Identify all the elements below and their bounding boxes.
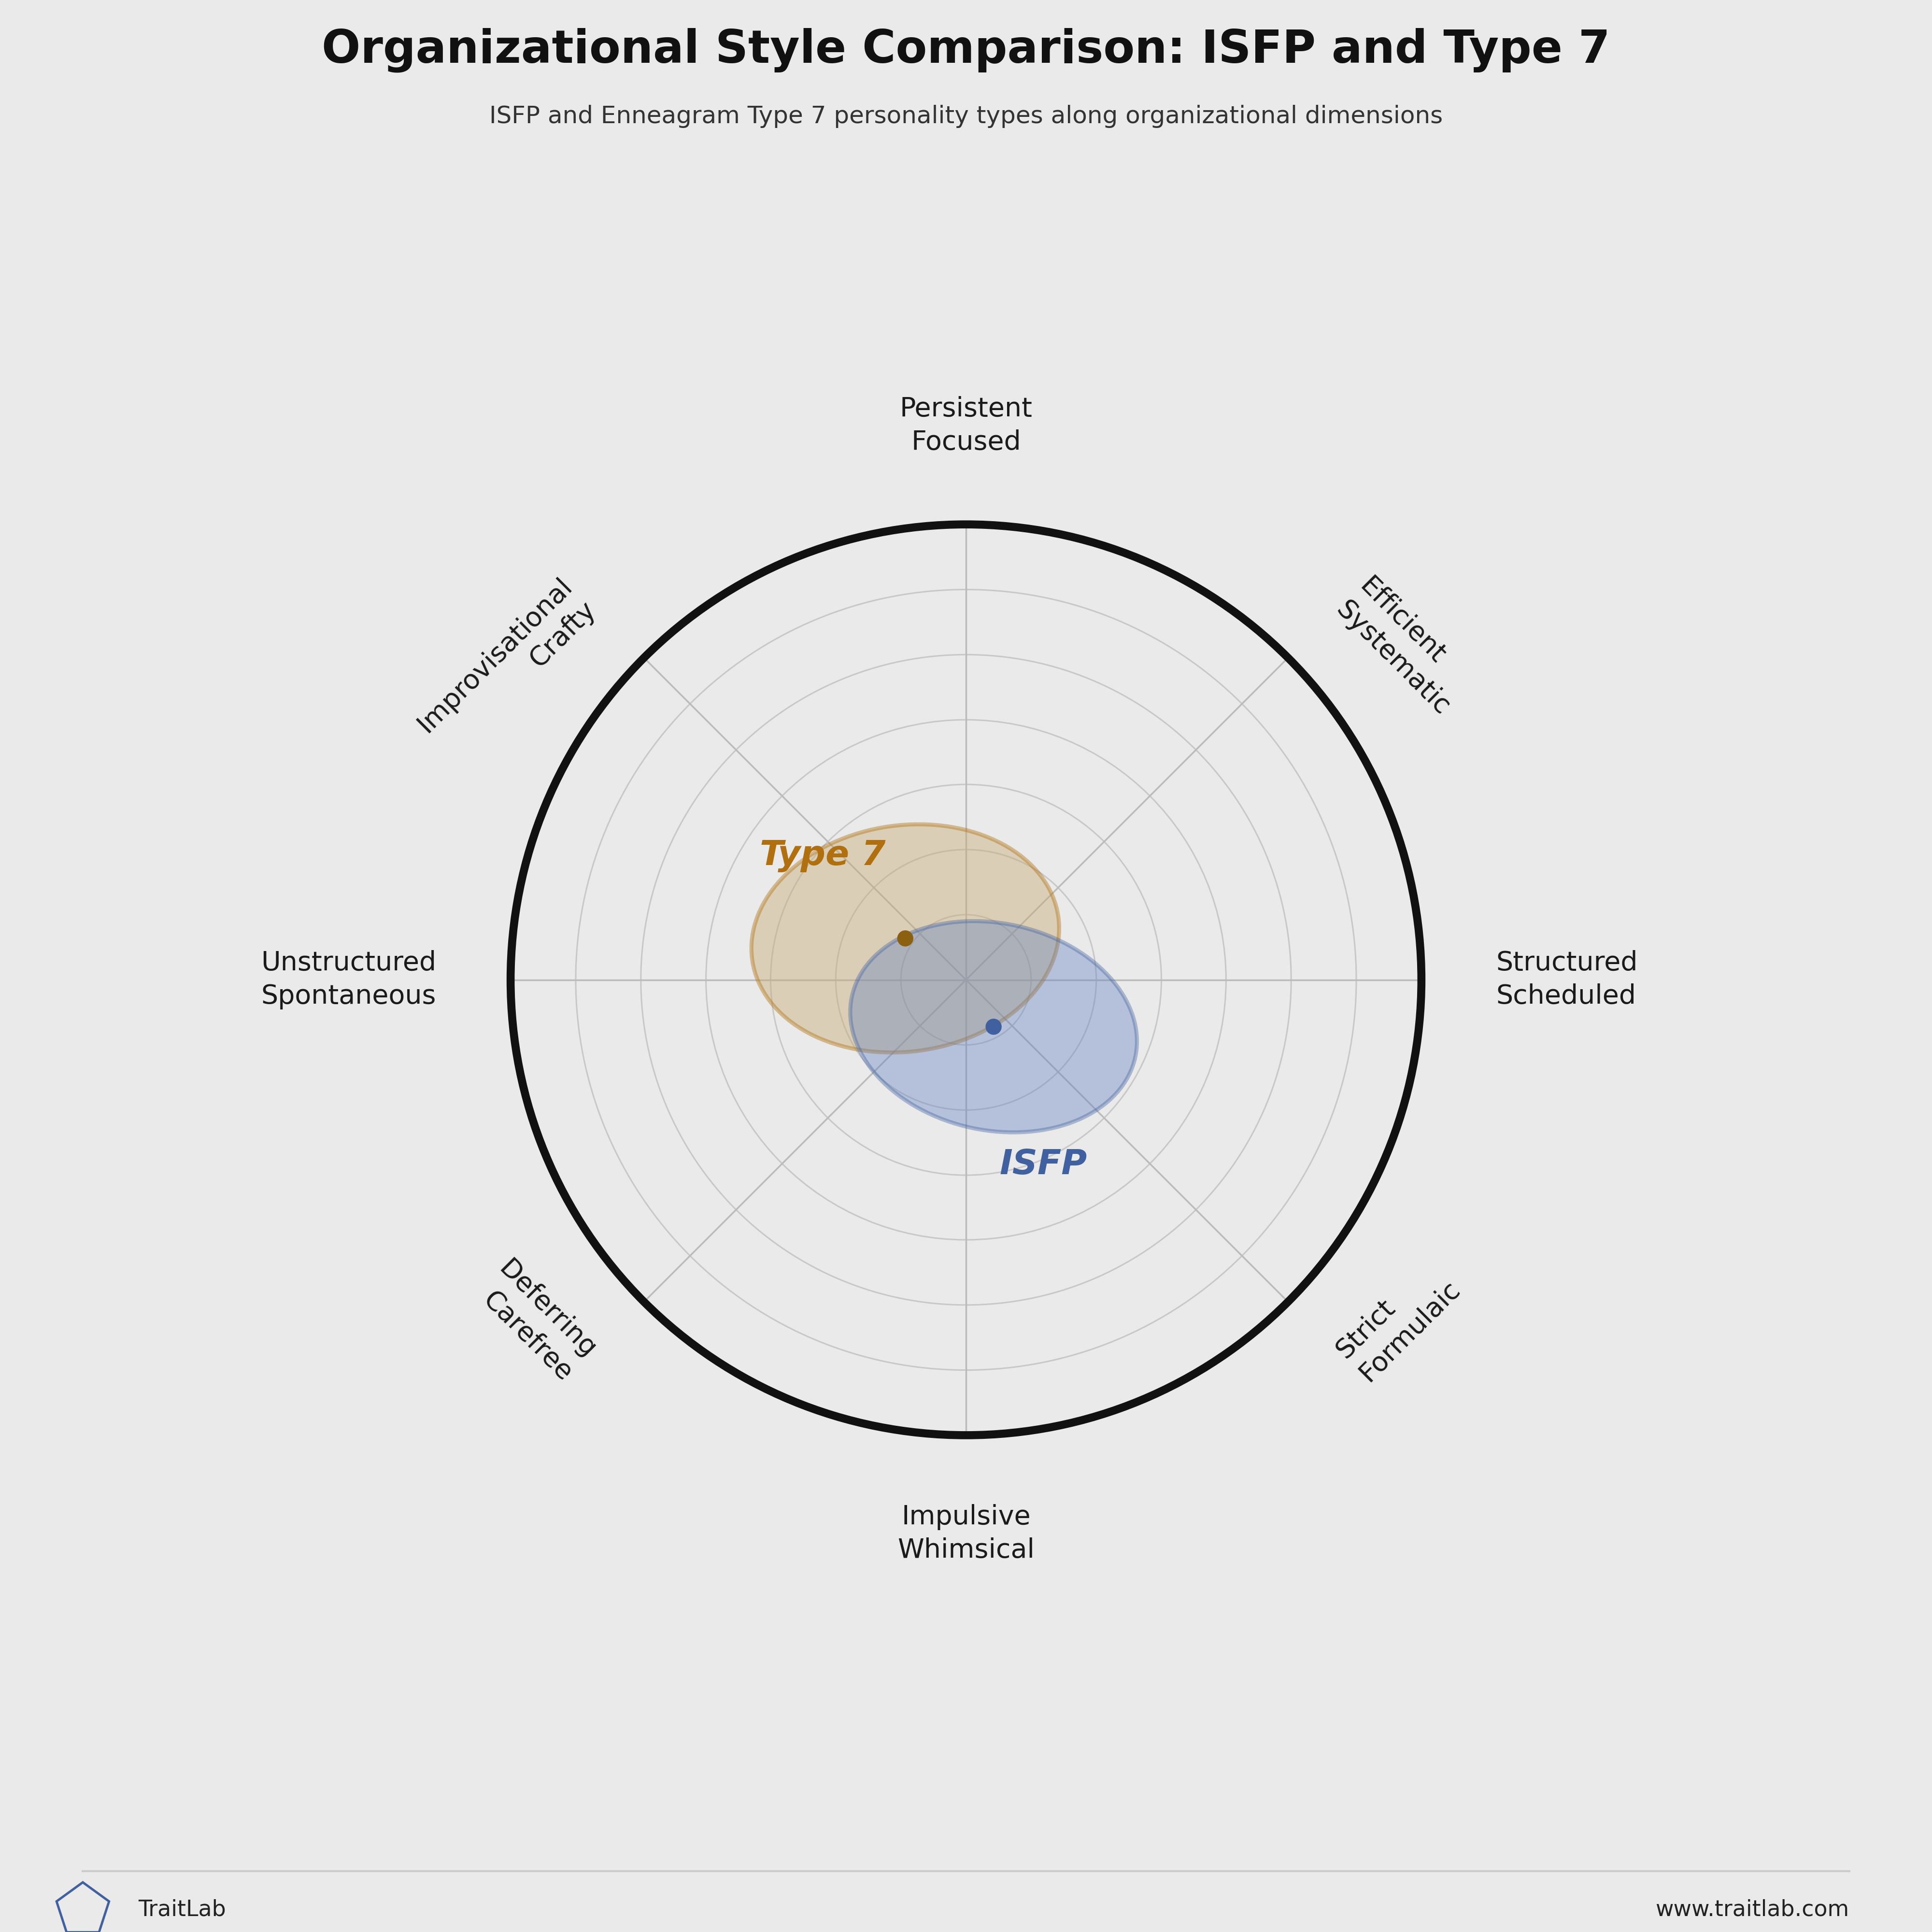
Text: Unstructured
Spontaneous: Unstructured Spontaneous (261, 951, 437, 1009)
Text: Impulsive
Whimsical: Impulsive Whimsical (896, 1505, 1036, 1563)
Ellipse shape (752, 825, 1059, 1053)
Text: Deferring
Carefree: Deferring Carefree (469, 1256, 601, 1387)
Ellipse shape (850, 922, 1136, 1132)
Text: Strict
Formulaic: Strict Formulaic (1331, 1252, 1464, 1387)
Text: Organizational Style Comparison: ISFP and Type 7: Organizational Style Comparison: ISFP an… (323, 27, 1609, 71)
Text: Type 7: Type 7 (759, 838, 885, 871)
Circle shape (898, 931, 914, 947)
Text: TraitLab: TraitLab (137, 1899, 226, 1920)
Text: Efficient
Systematic: Efficient Systematic (1331, 574, 1478, 721)
Text: Improvisational
Crafty: Improvisational Crafty (413, 574, 601, 761)
Text: ISFP and Enneagram Type 7 personality types along organizational dimensions: ISFP and Enneagram Type 7 personality ty… (489, 104, 1443, 128)
Text: ISFP: ISFP (999, 1148, 1088, 1180)
Text: Structured
Scheduled: Structured Scheduled (1495, 951, 1638, 1009)
Text: www.traitlab.com: www.traitlab.com (1656, 1899, 1849, 1920)
Circle shape (985, 1018, 1001, 1034)
Text: Persistent
Focused: Persistent Focused (900, 396, 1032, 456)
